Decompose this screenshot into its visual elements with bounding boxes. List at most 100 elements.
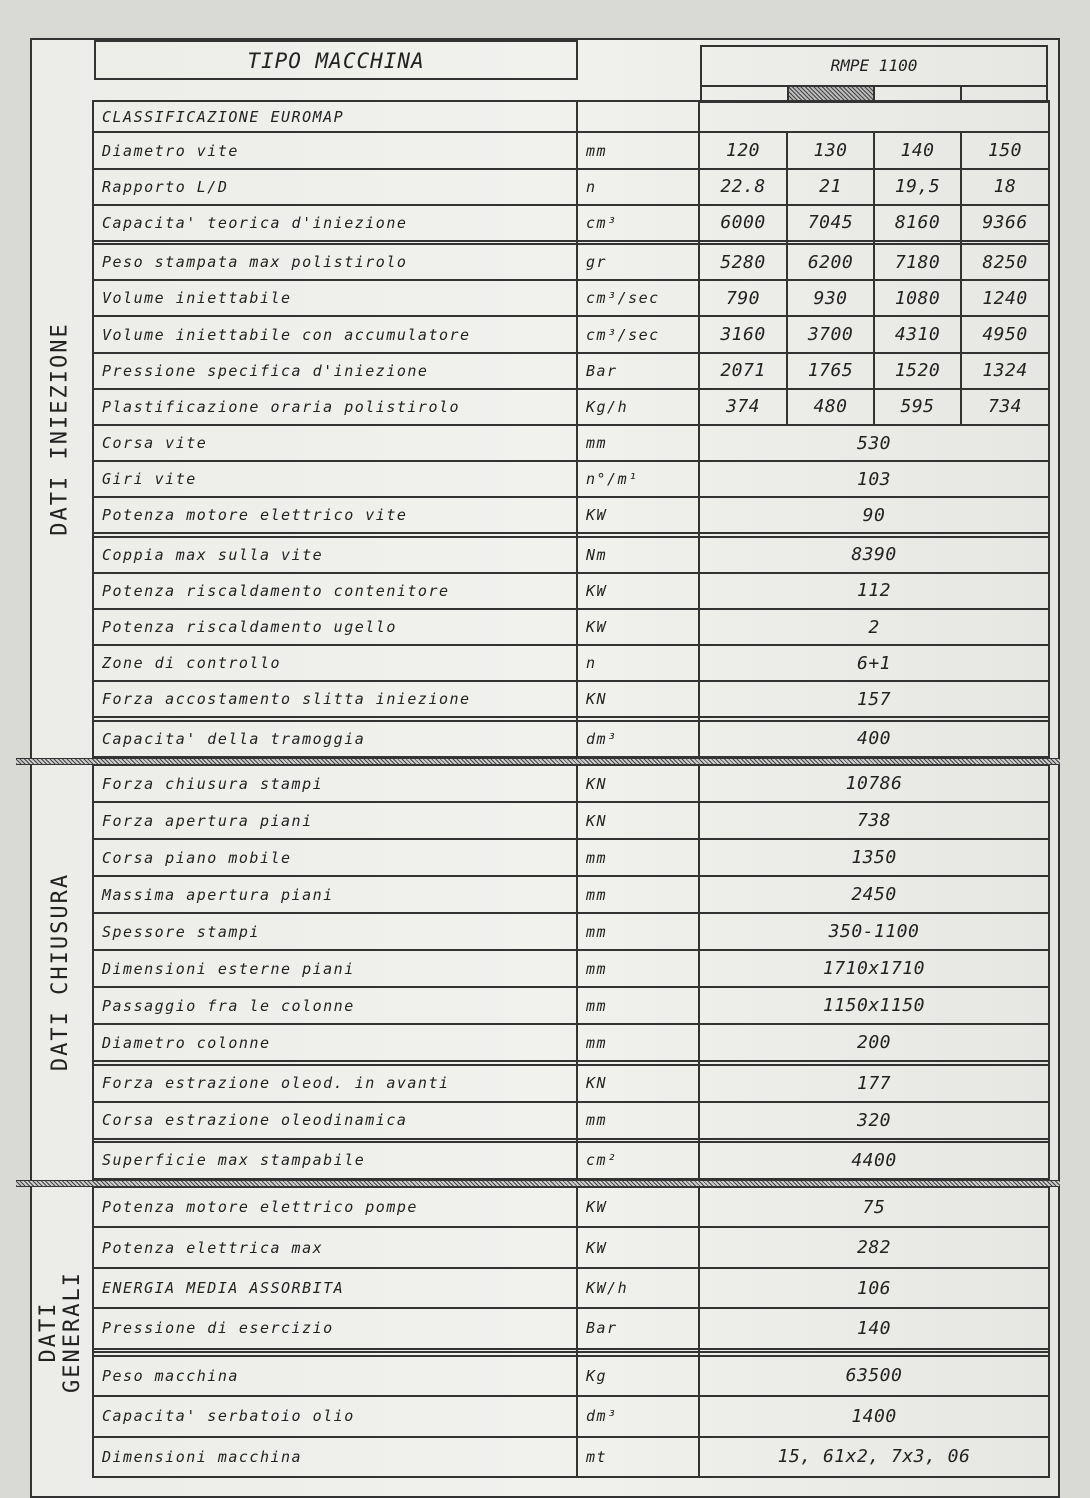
spec-value: 1350	[698, 838, 1050, 878]
spec-value: 530	[698, 423, 1050, 463]
table-row: Forza chiusura stampi KN 10786	[92, 763, 1050, 804]
machine-model: RMPE 1100	[700, 45, 1048, 85]
spec-label: Plastificazione oraria polistirolo	[92, 387, 578, 426]
spec-label: Giri vite	[92, 460, 578, 499]
spec-value: 2071	[698, 351, 788, 390]
spec-unit: KW	[576, 571, 700, 610]
spec-label: Dimensioni macchina	[92, 1435, 578, 1479]
table-row: Rapporto L/D n 22.8 21 19,5 18	[92, 167, 1050, 206]
table-row: Forza apertura piani KN 738	[92, 801, 1050, 841]
spec-label: Corsa vite	[92, 423, 578, 463]
spec-unit: mm	[576, 838, 700, 878]
spec-unit: cm³/sec	[576, 279, 700, 318]
table-row: Corsa piano mobile mm 1350	[92, 838, 1050, 878]
spec-value: 18	[960, 167, 1050, 206]
spec-unit: KW	[576, 496, 700, 535]
spec-value: 1400	[698, 1395, 1050, 1438]
spec-unit: KW/h	[576, 1266, 700, 1310]
spec-value: 400	[698, 719, 1050, 759]
table-row: Passaggio fra le colonne mm 1150x1150	[92, 986, 1050, 1026]
spec-value: 200	[698, 1023, 1050, 1063]
spec-value: 6200	[786, 243, 875, 282]
section-label-text: DATI GENERALI	[36, 1271, 85, 1393]
spec-unit: n	[576, 644, 700, 683]
spec-label: Peso macchina	[92, 1354, 578, 1398]
table-row: Capacita' teorica d'iniezione cm³ 6000 7045…	[92, 203, 1050, 242]
spec-value: 350-1100	[698, 912, 1050, 952]
spec-label: Potenza riscaldamento contenitore	[92, 571, 578, 610]
spec-unit: Kg	[576, 1354, 700, 1398]
spec-unit: n°/m¹	[576, 460, 700, 499]
spec-value: 1710x1710	[698, 949, 1050, 989]
spec-value: 8390	[698, 535, 1050, 574]
table-row: Peso macchina Kg 63500	[92, 1354, 1050, 1398]
spec-value	[698, 716, 1050, 722]
spec-value: 140	[698, 1307, 1050, 1350]
spec-label: Passaggio fra le colonne	[92, 986, 578, 1026]
spec-unit: cm³/sec	[576, 315, 700, 354]
spec-label: Potenza elettrica max	[92, 1226, 578, 1269]
spec-value: 21	[786, 167, 875, 206]
spec-label: Forza apertura piani	[92, 801, 578, 841]
spec-value: 7180	[873, 243, 962, 282]
spec-unit: mm	[576, 1100, 700, 1140]
spec-value	[698, 99, 1050, 134]
spec-label	[92, 532, 578, 538]
spec-value: 9366	[960, 203, 1050, 242]
spec-value: 2	[698, 607, 1050, 647]
table-row: CLASSIFICAZIONE EUROMAP	[92, 99, 1050, 134]
spec-label: Forza chiusura stampi	[92, 763, 578, 804]
spec-value: 8250	[960, 243, 1050, 282]
spec-table: Forza chiusura stampi KN 10786 Forza apertu…	[92, 763, 1050, 1181]
spec-value: 790	[698, 279, 788, 318]
variant-cell	[962, 87, 1047, 101]
spec-label: Forza accostamento slitta iniezione	[92, 680, 578, 719]
spec-unit: KW	[576, 1185, 700, 1229]
section-label: DATI CHIUSURA	[30, 764, 92, 1180]
variant-cell-selected	[788, 87, 875, 101]
spec-unit: mm	[576, 423, 700, 463]
table-row: Plastificazione oraria polistirolo Kg/h 37…	[92, 387, 1050, 426]
table-row	[92, 532, 1050, 538]
spec-value: 1520	[873, 351, 962, 390]
spec-value: 6+1	[698, 644, 1050, 683]
spec-value: 1240	[960, 279, 1050, 318]
spec-label: Capacita' della tramoggia	[92, 719, 578, 759]
table-row: Volume iniettabile cm³/sec 790 930 1080 1240	[92, 279, 1050, 318]
spec-value: 19,5	[873, 167, 962, 206]
table-row	[92, 1060, 1050, 1066]
spec-unit	[576, 532, 700, 538]
spec-unit: n	[576, 167, 700, 206]
table-row: Corsa estrazione oleodinamica mm 320	[92, 1100, 1050, 1140]
table-row: Massima apertura piani mm 2450	[92, 875, 1050, 915]
spec-value	[873, 239, 962, 246]
spec-value: 4310	[873, 315, 962, 354]
table-row: Spessore stampi mm 350-1100	[92, 912, 1050, 952]
table-row	[92, 716, 1050, 722]
spec-value: 6000	[698, 203, 788, 242]
spec-label: Volume iniettabile	[92, 279, 578, 318]
spec-value: 7045	[786, 203, 875, 242]
spec-unit: KW	[576, 607, 700, 647]
spec-unit: Bar	[576, 351, 700, 390]
spec-table: Potenza motore elettrico pompe KW 75 Potenz…	[92, 1185, 1050, 1479]
spec-value: 140	[873, 131, 962, 170]
spec-label: Corsa piano mobile	[92, 838, 578, 878]
table-row: ENERGIA MEDIA ASSORBITA KW/h 106	[92, 1266, 1050, 1310]
spec-label: Forza estrazione oleod. in avanti	[92, 1063, 578, 1103]
spec-unit	[576, 716, 700, 722]
spec-value: 120	[698, 131, 788, 170]
spec-unit: dm³	[576, 719, 700, 759]
spec-label: Pressione specifica d'iniezione	[92, 351, 578, 390]
variant-cell	[875, 87, 962, 101]
spec-value: 157	[698, 680, 1050, 719]
spec-label: Pressione di esercizio	[92, 1307, 578, 1350]
table-row: Corsa vite mm 530	[92, 423, 1050, 463]
table-row: Zone di controllo n 6+1	[92, 644, 1050, 683]
table-row: Volume iniettabile con accumulatore cm³/s…	[92, 315, 1050, 354]
spec-value: 75	[698, 1185, 1050, 1229]
spec-value: 130	[786, 131, 875, 170]
spec-value: 103	[698, 460, 1050, 499]
spec-unit	[576, 1137, 700, 1143]
spec-value: 282	[698, 1226, 1050, 1269]
